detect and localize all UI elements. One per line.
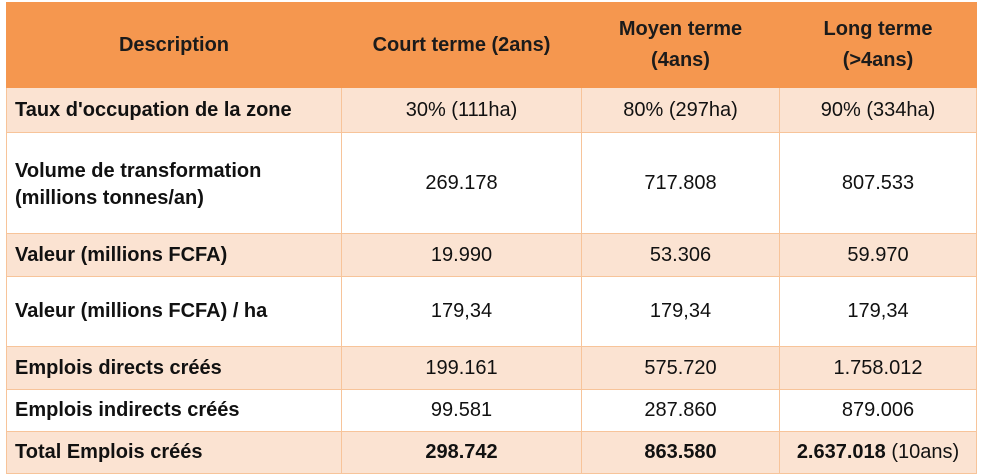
header-description: Description: [6, 2, 342, 88]
cell-moyen-terme: 53.306: [581, 233, 780, 277]
cell-long-terme: 2.637.018 (10ans): [779, 431, 977, 474]
row-label: Volume de transformation (millions tonne…: [6, 132, 342, 234]
cell-long-terme: 1.758.012: [779, 346, 977, 390]
cell-court-terme: 298.742: [341, 431, 582, 474]
table-row: Emplois directs créés 199.161 575.720 1.…: [6, 346, 977, 390]
header-row: Description Court terme (2ans) Moyen ter…: [6, 2, 977, 88]
cell-long-terme: 879.006: [779, 389, 977, 432]
cell-moyen-terme: 863.580: [581, 431, 780, 474]
cell-court-terme: 179,34: [341, 276, 582, 347]
header-moyen-terme: Moyen terme (4ans): [581, 2, 780, 88]
row-label: Emplois directs créés: [6, 346, 342, 390]
header-moyen-terme-line1: Moyen terme: [618, 18, 743, 40]
row-label-line2: (millions tonnes/an): [15, 187, 204, 209]
cell-moyen-terme: 575.720: [581, 346, 780, 390]
header-long-terme-line1: Long terme: [823, 18, 933, 40]
cell-court-terme: 19.990: [341, 233, 582, 277]
cell-long-terme: 59.970: [779, 233, 977, 277]
table-row: Valeur (millions FCFA) 19.990 53.306 59.…: [6, 233, 977, 277]
cell-long-terme-suffix: (10ans): [885, 441, 960, 463]
header-long-terme-line2: (>4ans): [842, 49, 914, 71]
table-row: Valeur (millions FCFA) / ha 179,34 179,3…: [6, 276, 977, 347]
header-court-terme: Court terme (2ans): [341, 2, 582, 88]
header-long-terme: Long terme (>4ans): [779, 2, 977, 88]
row-label-line1: Volume de transformation: [15, 160, 262, 182]
cell-long-terme-value: 2.637.018: [796, 441, 886, 463]
table-row: Volume de transformation (millions tonne…: [6, 132, 977, 234]
row-label: Valeur (millions FCFA) / ha: [6, 276, 342, 347]
cell-moyen-terme: 179,34: [581, 276, 780, 347]
cell-court-terme: 269.178: [341, 132, 582, 234]
cell-moyen-terme: 287.860: [581, 389, 780, 432]
cell-long-terme: 179,34: [779, 276, 977, 347]
row-label: Taux d'occupation de la zone: [6, 87, 342, 133]
header-moyen-terme-line2: (4ans): [651, 49, 710, 71]
table-row-total: Total Emplois créés 298.742 863.580 2.63…: [6, 431, 977, 474]
row-label: Emplois indirects créés: [6, 389, 342, 432]
cell-moyen-terme: 717.808: [581, 132, 780, 234]
cell-long-terme: 90% (334ha): [779, 87, 977, 133]
cell-court-terme: 99.581: [341, 389, 582, 432]
row-label: Valeur (millions FCFA): [6, 233, 342, 277]
cell-moyen-terme: 80% (297ha): [581, 87, 780, 133]
cell-court-terme: 199.161: [341, 346, 582, 390]
table-row: Emplois indirects créés 99.581 287.860 8…: [6, 389, 977, 432]
data-table: Description Court terme (2ans) Moyen ter…: [6, 2, 977, 474]
table-row: Taux d'occupation de la zone 30% (111ha)…: [6, 87, 977, 133]
cell-court-terme: 30% (111ha): [341, 87, 582, 133]
cell-long-terme: 807.533: [779, 132, 977, 234]
row-label: Total Emplois créés: [6, 431, 342, 474]
